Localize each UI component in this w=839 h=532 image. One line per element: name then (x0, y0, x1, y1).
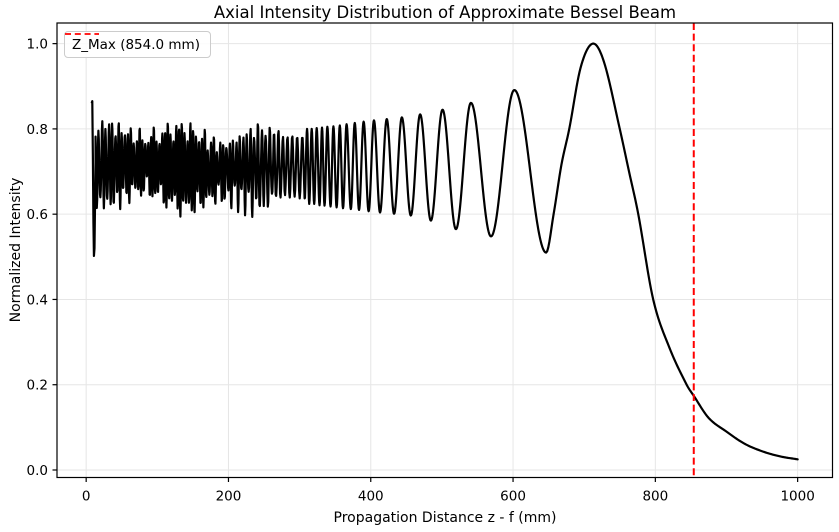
x-tick-label: 800 (642, 489, 668, 505)
x-tick-label: 200 (216, 489, 242, 505)
x-tick-label: 600 (500, 489, 526, 505)
y-tick-label: 0.8 (27, 122, 48, 138)
legend-label: Z_Max (854.0 mm) (72, 36, 200, 53)
x-axis-label: Propagation Distance z - f (mm) (333, 510, 557, 526)
x-tick-label: 400 (358, 489, 384, 505)
y-axis-label: Normalized Intensity (8, 177, 24, 323)
x-tick-label: 0 (82, 489, 91, 505)
y-tick-label: 0.6 (27, 207, 48, 223)
legend: Z_Max (854.0 mm) (64, 31, 211, 58)
x-tick-label: 1000 (780, 489, 814, 505)
y-tick-label: 0.4 (27, 292, 48, 308)
intensity-curve (90, 42, 799, 461)
axes-border (56, 22, 834, 479)
legend-dashed-line-sample (65, 33, 99, 35)
chart-title: Axial Intensity Distribution of Approxim… (213, 3, 677, 22)
y-tick-label: 0.0 (27, 463, 48, 479)
y-tick-label: 1.0 (27, 37, 48, 53)
y-tick-label: 0.2 (27, 378, 48, 394)
